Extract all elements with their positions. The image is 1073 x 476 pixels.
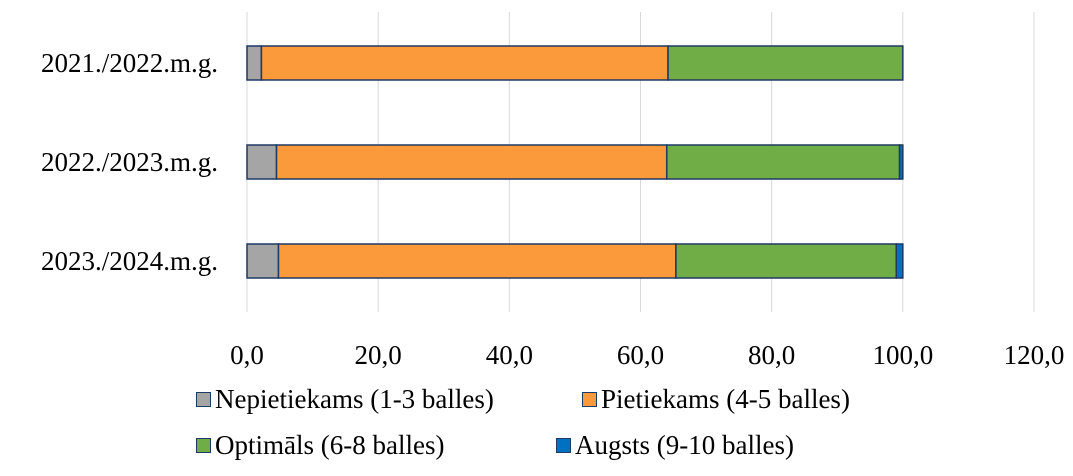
bar-segment (275, 144, 668, 180)
legend-item-augsts: Augsts (9-10 balles) (556, 430, 794, 461)
x-tick-label: 40,0 (486, 340, 533, 370)
legend-label-optimals: Optimāls (6-8 balles) (215, 430, 445, 460)
x-axis-tick-labels: 0,0 20,0 40,0 60,0 80,0 100,0 120,0 (230, 340, 1064, 370)
legend-label-augsts: Augsts (9-10 balles) (575, 430, 794, 460)
bar-segment (246, 243, 280, 279)
x-tick-label: 120,0 (1004, 340, 1065, 370)
category-label: 2021./2022.m.g. (41, 48, 218, 78)
legend-item-optimals: Optimāls (6-8 balles) (196, 430, 444, 461)
category-labels: 2021./2022.m.g. 2022./2023.m.g. 2023./2024… (41, 48, 218, 276)
x-tick-label: 100,0 (872, 340, 933, 370)
legend-swatch-pietiekams (582, 392, 597, 407)
legend-label-pietiekams: Pietiekams (4-5 balles) (601, 384, 850, 414)
legend-item-nepietiekams: Nepietiekams (1-3 balles) (196, 384, 494, 415)
bar-segment (260, 45, 669, 81)
bar-segment (898, 144, 904, 180)
category-label: 2022./2023.m.g. (41, 147, 218, 177)
legend-item-pietiekams: Pietiekams (4-5 balles) (582, 384, 850, 415)
bar-segment (675, 243, 898, 279)
x-tick-label: 0,0 (230, 340, 264, 370)
legend-swatch-optimals (196, 438, 211, 453)
x-tick-label: 20,0 (355, 340, 402, 370)
legend-label-nepietiekams: Nepietiekams (1-3 balles) (215, 384, 494, 414)
bars (246, 45, 904, 279)
bar-segment (277, 243, 677, 279)
x-tick-label: 60,0 (617, 340, 664, 370)
bar-segment (667, 45, 904, 81)
stacked-bar-chart: 2021./2022.m.g. 2022./2023.m.g. 2023./2024… (41, 12, 1064, 370)
bar-segment (665, 144, 901, 180)
legend-swatch-augsts (556, 438, 571, 453)
bar-segment (246, 144, 278, 180)
legend-swatch-nepietiekams (196, 392, 211, 407)
bar-segment (246, 45, 263, 81)
bar-segment (895, 243, 904, 279)
x-tick-label: 80,0 (748, 340, 795, 370)
category-label: 2023./2024.m.g. (41, 246, 218, 276)
